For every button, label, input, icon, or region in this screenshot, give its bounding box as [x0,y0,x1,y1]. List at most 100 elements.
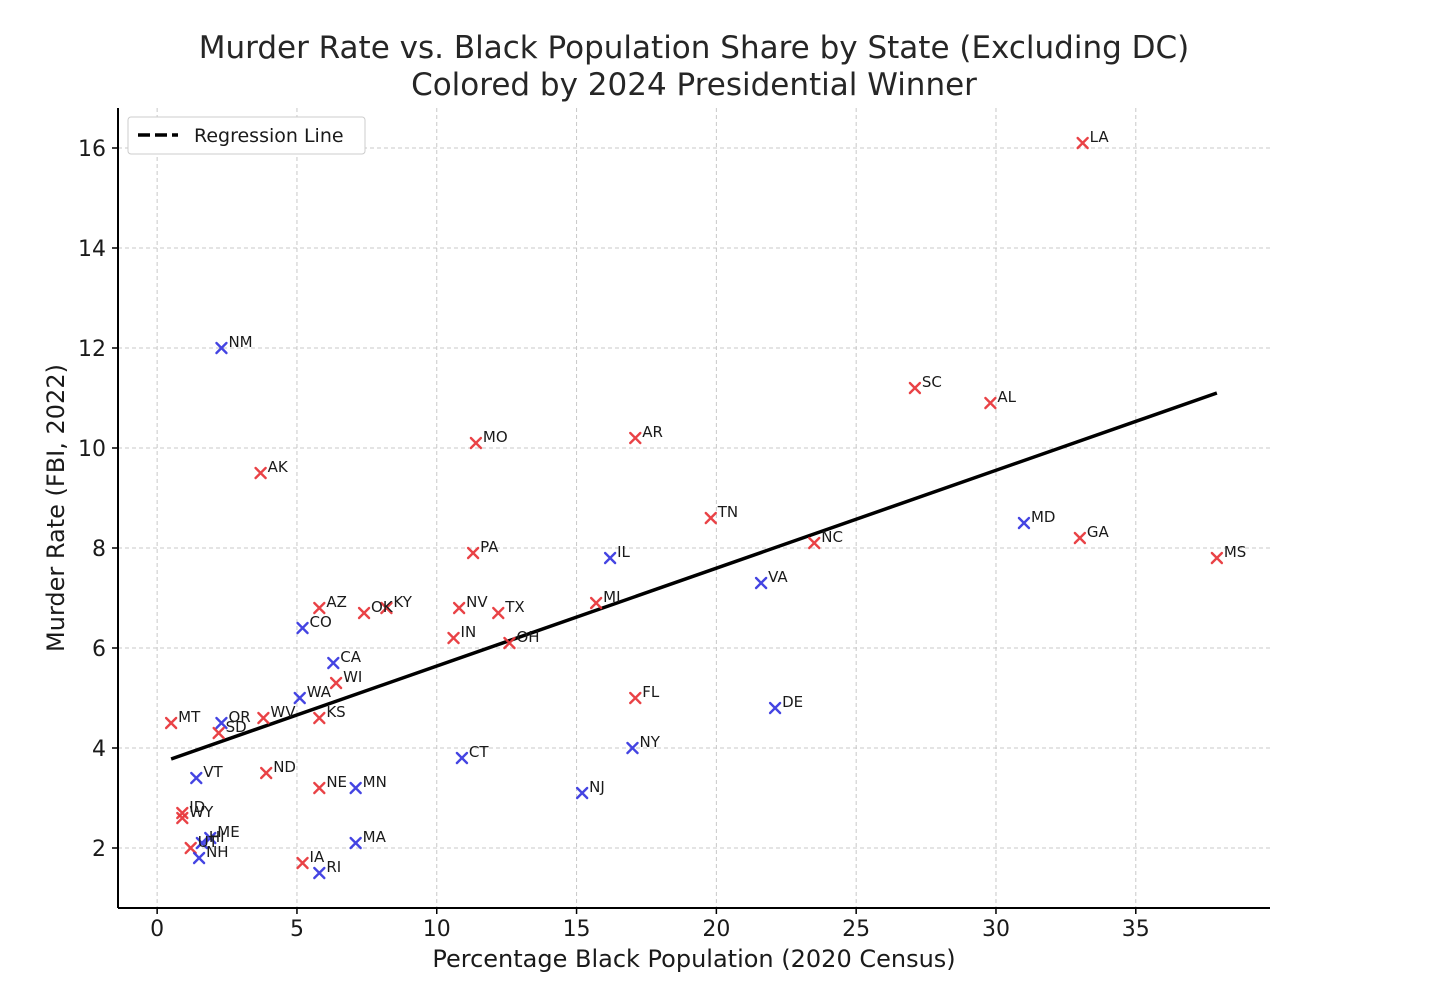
data-point-ia: IA [296,848,325,870]
point-marker [176,811,189,825]
point-label: PA [480,538,499,556]
data-point-ne: NE [313,773,347,795]
point-label: IN [461,623,477,641]
point-marker [254,466,267,480]
y-tick-label: 8 [92,537,106,562]
x-axis-label: Percentage Black Population (2020 Census… [432,945,955,973]
data-point-ar: AR [629,423,663,445]
point-marker [984,396,997,410]
point-label: CO [310,613,332,631]
point-marker [215,716,228,730]
point-label: UT [198,833,219,851]
data-points: LA NM SC AL AR MO AK TN MD GA NC PA IL MS VA MI AZ NV KYOK… [164,128,1246,880]
data-point-il: IL [603,543,631,565]
point-label: IA [310,848,325,866]
x-tick-label: 15 [563,917,591,942]
point-marker [466,546,480,560]
point-label: AK [268,458,289,476]
point-label: WV [270,703,296,721]
y-tick-label: 10 [78,437,106,462]
data-point-sd: SD [212,718,247,740]
point-label: OK [371,598,394,616]
point-label: CT [469,743,489,761]
point-marker [296,856,309,870]
data-point-tn: TN [704,503,738,525]
point-label: LA [1090,128,1110,146]
data-point-ma: MA [349,828,387,850]
point-label: NJ [589,778,605,796]
point-label: IL [617,543,630,561]
point-marker [1017,516,1031,530]
y-tick-label: 4 [92,737,106,762]
legend-regression-label: Regression Line [194,125,344,147]
point-marker [313,866,326,880]
point-marker [492,606,505,620]
x-tick-label: 0 [150,917,164,942]
x-tick-label: 20 [702,917,730,942]
x-tick-label: 10 [423,917,451,942]
data-point-ut: UT [184,833,219,855]
x-tick-label: 25 [842,917,870,942]
tick-labels: 0 5 10 15 20 25 30 35 2 4 6 8 10 12 14 16 [78,137,1150,942]
point-label: WY [189,803,214,821]
point-marker [184,841,197,855]
point-label: OR [228,708,250,726]
data-point-me: ME [204,823,240,845]
point-marker [704,511,717,525]
point-label: TX [504,598,524,616]
data-point-ok: OK [357,598,394,620]
data-point-az: AZ [313,593,347,615]
data-point-al: AL [984,388,1017,410]
grid [118,108,1270,908]
y-tick-label: 16 [78,137,106,162]
data-point-ms: MS [1210,543,1246,565]
point-marker [257,711,270,725]
point-label: KS [326,703,345,721]
point-label: AZ [326,593,347,611]
point-label: SC [922,373,942,391]
y-tick-label: 2 [92,837,106,862]
data-point-co: CO [296,613,332,635]
data-point-de: DE [768,693,803,715]
point-label: NY [639,733,660,751]
point-label: MS [1224,543,1246,561]
data-point-ks: KS [313,703,346,725]
point-label: DE [782,693,803,711]
data-point-nh: NH [192,843,229,865]
x-tick-label: 5 [290,917,304,942]
point-label: AR [642,423,663,441]
point-label: CA [340,648,361,666]
point-label: NC [821,528,843,546]
point-marker [1210,551,1224,565]
point-label: ND [273,758,296,776]
point-marker [754,576,768,590]
point-label: WI [343,668,362,686]
point-marker [455,751,469,765]
point-marker [313,601,326,615]
data-point-sc: SC [908,373,942,395]
data-point-mn: MN [349,773,387,795]
point-marker [329,676,343,690]
legend-box [127,116,366,155]
point-marker [349,781,362,795]
point-marker [296,621,309,635]
point-label: VT [203,763,223,781]
point-label: ID [189,798,205,816]
legend: Regression Line [127,116,366,155]
x-tick-label: 35 [1122,917,1150,942]
data-point-nv: NV [452,593,488,615]
data-point-va: VA [754,568,788,590]
point-label: FL [642,683,660,701]
point-label: ME [217,823,239,841]
point-label: MA [363,828,387,846]
point-marker [469,436,483,450]
point-marker [164,716,178,730]
axes [112,108,1270,914]
point-label: MT [178,708,201,726]
point-marker [589,596,603,610]
point-label: MD [1031,508,1056,526]
point-label: MN [363,773,387,791]
point-label: NH [206,843,229,861]
regression-line [170,391,1218,761]
point-marker [313,781,326,795]
